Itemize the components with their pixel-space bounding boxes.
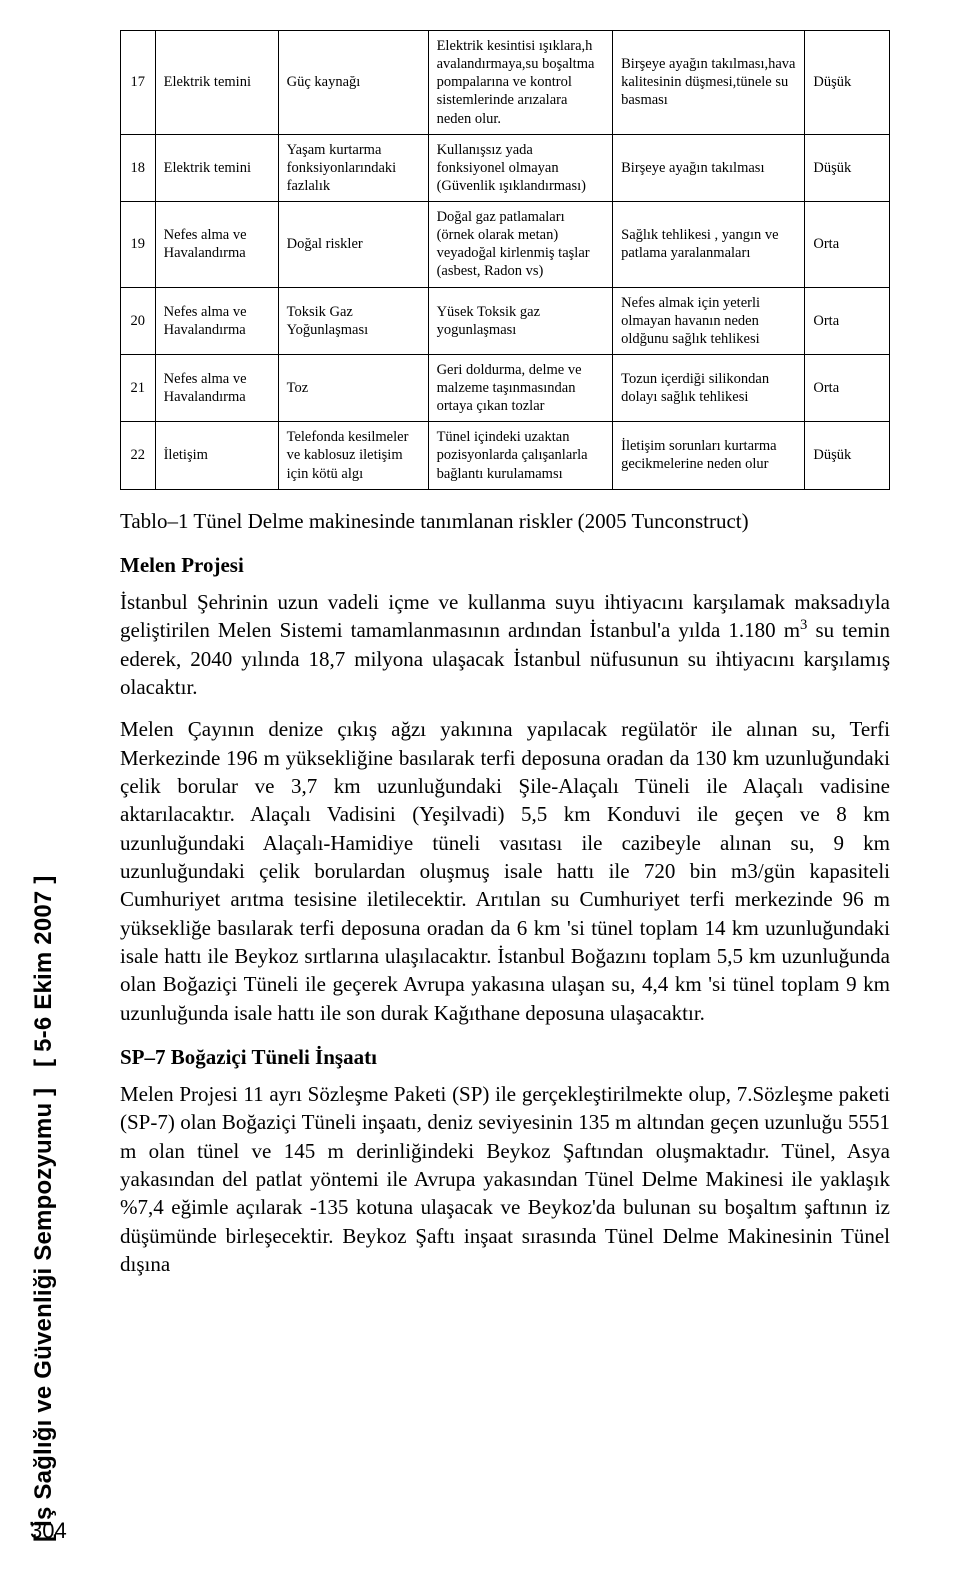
- paragraph-3: Melen Projesi 11 ayrı Sözleşme Paketi (S…: [120, 1080, 890, 1278]
- row-c3: Elektrik kesintisi ışıklara,h avalandırm…: [428, 31, 613, 135]
- row-c2: Yaşam kurtarma fonksiyonlarındaki fazlal…: [278, 134, 428, 201]
- row-num: 21: [121, 354, 156, 421]
- table-row: 17 Elektrik temini Güç kaynağı Elektrik …: [121, 31, 890, 135]
- row-c5: Düşük: [805, 422, 890, 489]
- row-c3: Tünel içindeki uzaktan pozisyonlarda çal…: [428, 422, 613, 489]
- table-row: 19 Nefes alma ve Havalandırma Doğal risk…: [121, 202, 890, 288]
- row-c5: Orta: [805, 287, 890, 354]
- section-title-sp7: SP–7 Boğaziçi Tüneli İnşaatı: [120, 1045, 890, 1070]
- row-c4: Birşeye ayağın takılması,hava kalitesini…: [613, 31, 805, 135]
- row-c1: Elektrik temini: [155, 31, 278, 135]
- row-c4: Nefes almak için yeterli olmayan havanın…: [613, 287, 805, 354]
- spine-label: [ İş Sağlığı ve Güvenliği Sempozyumu ] […: [30, 982, 70, 1542]
- row-c5: Orta: [805, 354, 890, 421]
- row-c1: Nefes alma ve Havalandırma: [155, 354, 278, 421]
- row-c5: Düşük: [805, 31, 890, 135]
- paragraph-2: Melen Çayının denize çıkış ağzı yakınına…: [120, 715, 890, 1027]
- table-caption: Tablo–1 Tünel Delme makinesinde tanımlan…: [120, 508, 890, 535]
- risk-table-body: 17 Elektrik temini Güç kaynağı Elektrik …: [121, 31, 890, 490]
- row-num: 19: [121, 202, 156, 288]
- row-c2: Telefonda kesilmeler ve kablosuz iletişi…: [278, 422, 428, 489]
- row-c3: Doğal gaz patlamaları (örnek olarak meta…: [428, 202, 613, 288]
- spine-label-1: İş Sağlığı ve Güvenliği Sempozyumu: [30, 1103, 57, 1527]
- row-c2: Doğal riskler: [278, 202, 428, 288]
- risk-table: 17 Elektrik temini Güç kaynağı Elektrik …: [120, 30, 890, 490]
- row-num: 17: [121, 31, 156, 135]
- row-c3: Kullanışsız yada fonksiyonel olmayan (Gü…: [428, 134, 613, 201]
- bracket-close: ]: [30, 1088, 57, 1096]
- bracket-open-2: [: [30, 1059, 57, 1067]
- row-c1: Nefes alma ve Havalandırma: [155, 287, 278, 354]
- bracket-close-2: ]: [30, 875, 57, 883]
- p1a: İstanbul Şehrinin uzun vadeli içme ve ku…: [120, 590, 890, 642]
- row-c1: Nefes alma ve Havalandırma: [155, 202, 278, 288]
- row-c3: Yüsek Toksik gaz yogunlaşması: [428, 287, 613, 354]
- section-title-melen: Melen Projesi: [120, 553, 890, 578]
- row-c3: Geri doldurma, delme ve malzeme taşınmas…: [428, 354, 613, 421]
- paragraph-1: İstanbul Şehrinin uzun vadeli içme ve ku…: [120, 588, 890, 701]
- row-c5: Orta: [805, 202, 890, 288]
- row-num: 20: [121, 287, 156, 354]
- table-row: 21 Nefes alma ve Havalandırma Toz Geri d…: [121, 354, 890, 421]
- page-number: 304: [30, 1518, 67, 1544]
- row-c4: Sağlık tehlikesi , yangın ve patlama yar…: [613, 202, 805, 288]
- row-c2: Güç kaynağı: [278, 31, 428, 135]
- spine-spacer: [30, 1074, 57, 1081]
- row-c4: Birşeye ayağın takılması: [613, 134, 805, 201]
- row-c2: Toz: [278, 354, 428, 421]
- row-c4: Tozun içerdiği silikondan dolayı sağlık …: [613, 354, 805, 421]
- spine-label-2: 5-6 Ekim 2007: [30, 891, 57, 1052]
- row-c1: Elektrik temini: [155, 134, 278, 201]
- row-num: 18: [121, 134, 156, 201]
- row-c2: Toksik Gaz Yoğunlaşması: [278, 287, 428, 354]
- row-num: 22: [121, 422, 156, 489]
- row-c1: İletişim: [155, 422, 278, 489]
- row-c4: İletişim sorunları kurtarma gecikmelerin…: [613, 422, 805, 489]
- row-c5: Düşük: [805, 134, 890, 201]
- table-row: 20 Nefes alma ve Havalandırma Toksik Gaz…: [121, 287, 890, 354]
- table-row: 22 İletişim Telefonda kesilmeler ve kabl…: [121, 422, 890, 489]
- table-row: 18 Elektrik temini Yaşam kurtarma fonksi…: [121, 134, 890, 201]
